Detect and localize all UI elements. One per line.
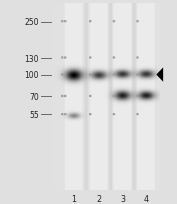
Text: 1: 1 [71,194,76,203]
Text: 55: 55 [29,110,39,119]
Text: 130: 130 [24,54,39,63]
Text: 2: 2 [96,194,101,203]
Text: 70: 70 [29,92,39,101]
Text: 250: 250 [24,18,39,27]
Text: 3: 3 [120,194,125,203]
Text: 100: 100 [24,71,39,80]
Text: 4: 4 [144,194,149,203]
